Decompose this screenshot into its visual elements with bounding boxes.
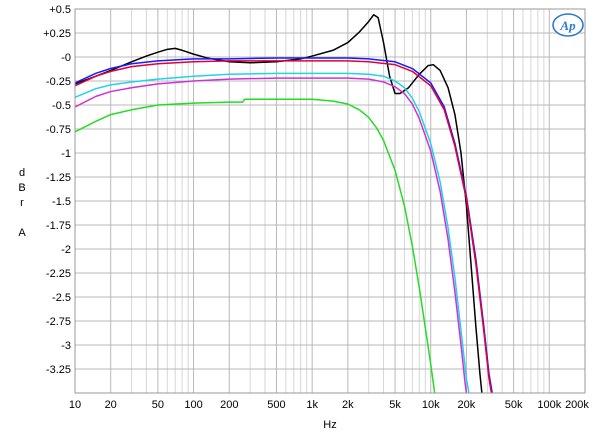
y-tick-label: -1.5 (52, 196, 71, 208)
y-tick-label: -0.25 (46, 76, 71, 88)
y-tick-label: -2.5 (52, 292, 71, 304)
y-axis-label-letter: A (18, 227, 26, 239)
grid (74, 8, 586, 393)
y-axis-label-letter: r (20, 197, 24, 209)
x-tick-label: 100 (184, 399, 202, 411)
y-tick-label: -3.25 (46, 364, 71, 376)
x-tick-label: 5k (389, 399, 401, 411)
series-group (75, 14, 493, 393)
logo-text: Ap (559, 18, 576, 33)
x-axis-label: Hz (323, 419, 336, 431)
x-tick-label: 50k (505, 399, 523, 411)
x-axis-ticks: 10 20 50 100 200 500 1k 2k 5k 10k 20k 50k 100k 200k (69, 399, 590, 411)
y-tick-label: -2.75 (46, 316, 71, 328)
x-tick-label: 1k (306, 399, 318, 411)
series-line (75, 77, 468, 393)
y-axis-ticks: +0.5 +0.25 -0 -0.25 -0.5 -0.75 -1 -1.25 -1.5 -1.7… (43, 4, 71, 376)
x-tick-label: 2k (342, 399, 354, 411)
x-tick-label: 100k (537, 399, 561, 411)
y-tick-label: +0.25 (43, 28, 71, 40)
audio-precision-logo: Ap (552, 13, 584, 37)
x-tick-label: 10k (422, 399, 440, 411)
y-tick-label: -1.25 (46, 172, 71, 184)
y-tick-label: -0 (61, 52, 71, 64)
x-tick-label: 200k (565, 399, 589, 411)
series-line (75, 72, 470, 393)
series-line (75, 98, 436, 393)
x-tick-label: 20k (458, 399, 476, 411)
y-axis-label-letter: B (18, 182, 25, 194)
y-tick-label: +0.5 (49, 4, 71, 16)
y-tick-label: -2 (61, 244, 71, 256)
y-tick-label: -2.25 (46, 268, 71, 280)
y-axis-label-letter: d (19, 167, 25, 179)
plot-frame (74, 8, 586, 394)
y-tick-label: -3 (61, 340, 71, 352)
series-line (75, 60, 493, 393)
x-tick-label: 500 (267, 399, 285, 411)
y-tick-label: -0.5 (52, 100, 71, 112)
x-tick-label: 50 (152, 399, 164, 411)
y-tick-label: -0.75 (46, 124, 71, 136)
y-axis-label: dBr A (18, 167, 26, 239)
y-tick-label: -1.75 (46, 220, 71, 232)
x-tick-label: 10 (69, 399, 81, 411)
x-tick-label: 20 (105, 399, 117, 411)
series-line (75, 14, 483, 393)
x-tick-label: 200 (220, 399, 238, 411)
y-tick-label: -1 (61, 148, 71, 160)
